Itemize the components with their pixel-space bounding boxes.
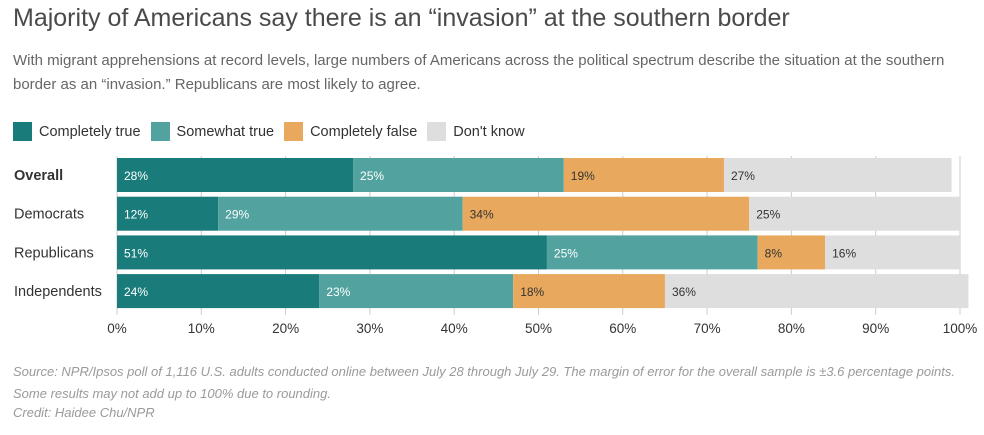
bar-don-t-know-democrats bbox=[749, 196, 960, 231]
bar-completely-false-overall bbox=[563, 158, 724, 192]
category-label-independents: Independents bbox=[14, 284, 102, 300]
bar-completely-true-independents bbox=[117, 274, 320, 309]
x-tick-label: 20% bbox=[272, 321, 299, 336]
data-label-completely-true-overall: 28% bbox=[124, 169, 148, 183]
legend-label-completely-false: Completely false bbox=[310, 123, 418, 140]
x-tick-label: 80% bbox=[778, 321, 805, 336]
data-label-don-t-know-overall: 27% bbox=[731, 169, 755, 183]
data-label-don-t-know-independents: 36% bbox=[672, 285, 696, 299]
legend-swatch-dont-know bbox=[427, 122, 447, 141]
data-label-somewhat-true-overall: 25% bbox=[360, 169, 384, 183]
credit-note: Credit: Haidee Chu/NPR bbox=[13, 405, 155, 420]
bar-completely-false-democrats bbox=[462, 196, 750, 231]
x-tick-label: 60% bbox=[609, 321, 636, 336]
legend-item-completely-true: Completely true bbox=[13, 122, 141, 141]
chart-title: Majority of Americans say there is an “i… bbox=[13, 4, 790, 32]
legend-swatch-somewhat-true bbox=[150, 122, 170, 141]
data-label-don-t-know-republicans: 16% bbox=[832, 246, 856, 260]
x-tick-label: 30% bbox=[356, 321, 383, 336]
data-label-somewhat-true-republicans: 25% bbox=[554, 246, 578, 260]
bar-completely-true-republicans bbox=[117, 235, 547, 270]
bar-somewhat-true-independents bbox=[319, 274, 514, 309]
bar-completely-false-republicans bbox=[757, 235, 826, 270]
bar-don-t-know-republicans bbox=[825, 235, 960, 270]
category-label-republicans: Republicans bbox=[14, 245, 94, 261]
data-label-completely-true-republicans: 51% bbox=[124, 246, 148, 260]
x-tick-label: 10% bbox=[188, 321, 215, 336]
data-label-don-t-know-democrats: 25% bbox=[756, 208, 780, 222]
bar-somewhat-true-republicans bbox=[546, 235, 758, 270]
category-label-overall: Overall bbox=[14, 168, 63, 184]
bar-somewhat-true-overall bbox=[353, 158, 564, 192]
data-label-completely-false-independents: 18% bbox=[520, 285, 544, 299]
legend-swatch-completely-true bbox=[13, 122, 32, 141]
bar-don-t-know-overall bbox=[723, 158, 952, 192]
data-label-completely-false-democrats: 34% bbox=[470, 208, 494, 222]
legend-label-somewhat-true: Somewhat true bbox=[176, 123, 275, 140]
legend-item-somewhat-true: Somewhat true bbox=[150, 122, 275, 141]
data-label-completely-true-democrats: 12% bbox=[124, 208, 148, 222]
legend-swatch-completely-false bbox=[284, 122, 304, 141]
bar-completely-false-independents bbox=[513, 274, 665, 309]
category-label-democrats: Democrats bbox=[14, 207, 84, 223]
stacked-bar-chart: Overall 28% 25% 19% 27% Democrats 12% 29% 34% 25%… bbox=[14, 156, 978, 336]
x-tick-label: 40% bbox=[441, 321, 468, 336]
x-tick-label: 90% bbox=[862, 321, 889, 336]
data-label-completely-true-independents: 24% bbox=[124, 285, 148, 299]
data-label-somewhat-true-independents: 23% bbox=[326, 285, 350, 299]
x-tick-label: 70% bbox=[694, 321, 721, 336]
chart-subtitle: With migrant apprehensions at record lev… bbox=[13, 52, 945, 93]
source-note: Source: NPR/Ipsos poll of 1,116 U.S. adu… bbox=[13, 364, 955, 401]
legend-label-dont-know: Don't know bbox=[453, 123, 525, 140]
bar-completely-true-democrats bbox=[117, 196, 219, 231]
data-label-somewhat-true-democrats: 29% bbox=[225, 208, 249, 222]
legend-item-completely-false: Completely false bbox=[284, 122, 417, 141]
legend: Completely true Somewhat true Completely… bbox=[13, 122, 535, 141]
data-label-completely-false-overall: 19% bbox=[571, 169, 595, 183]
x-tick-label: 100% bbox=[943, 321, 978, 336]
bar-somewhat-true-democrats bbox=[218, 196, 463, 231]
legend-item-dont-know: Don't know bbox=[427, 122, 525, 141]
data-label-completely-false-republicans: 8% bbox=[765, 246, 783, 260]
x-tick-label: 50% bbox=[525, 321, 552, 336]
legend-label-completely-true: Completely true bbox=[39, 123, 141, 140]
bar-don-t-know-independents bbox=[664, 274, 969, 309]
x-tick-label: 0% bbox=[107, 321, 127, 336]
bar-completely-true-overall bbox=[117, 158, 354, 192]
